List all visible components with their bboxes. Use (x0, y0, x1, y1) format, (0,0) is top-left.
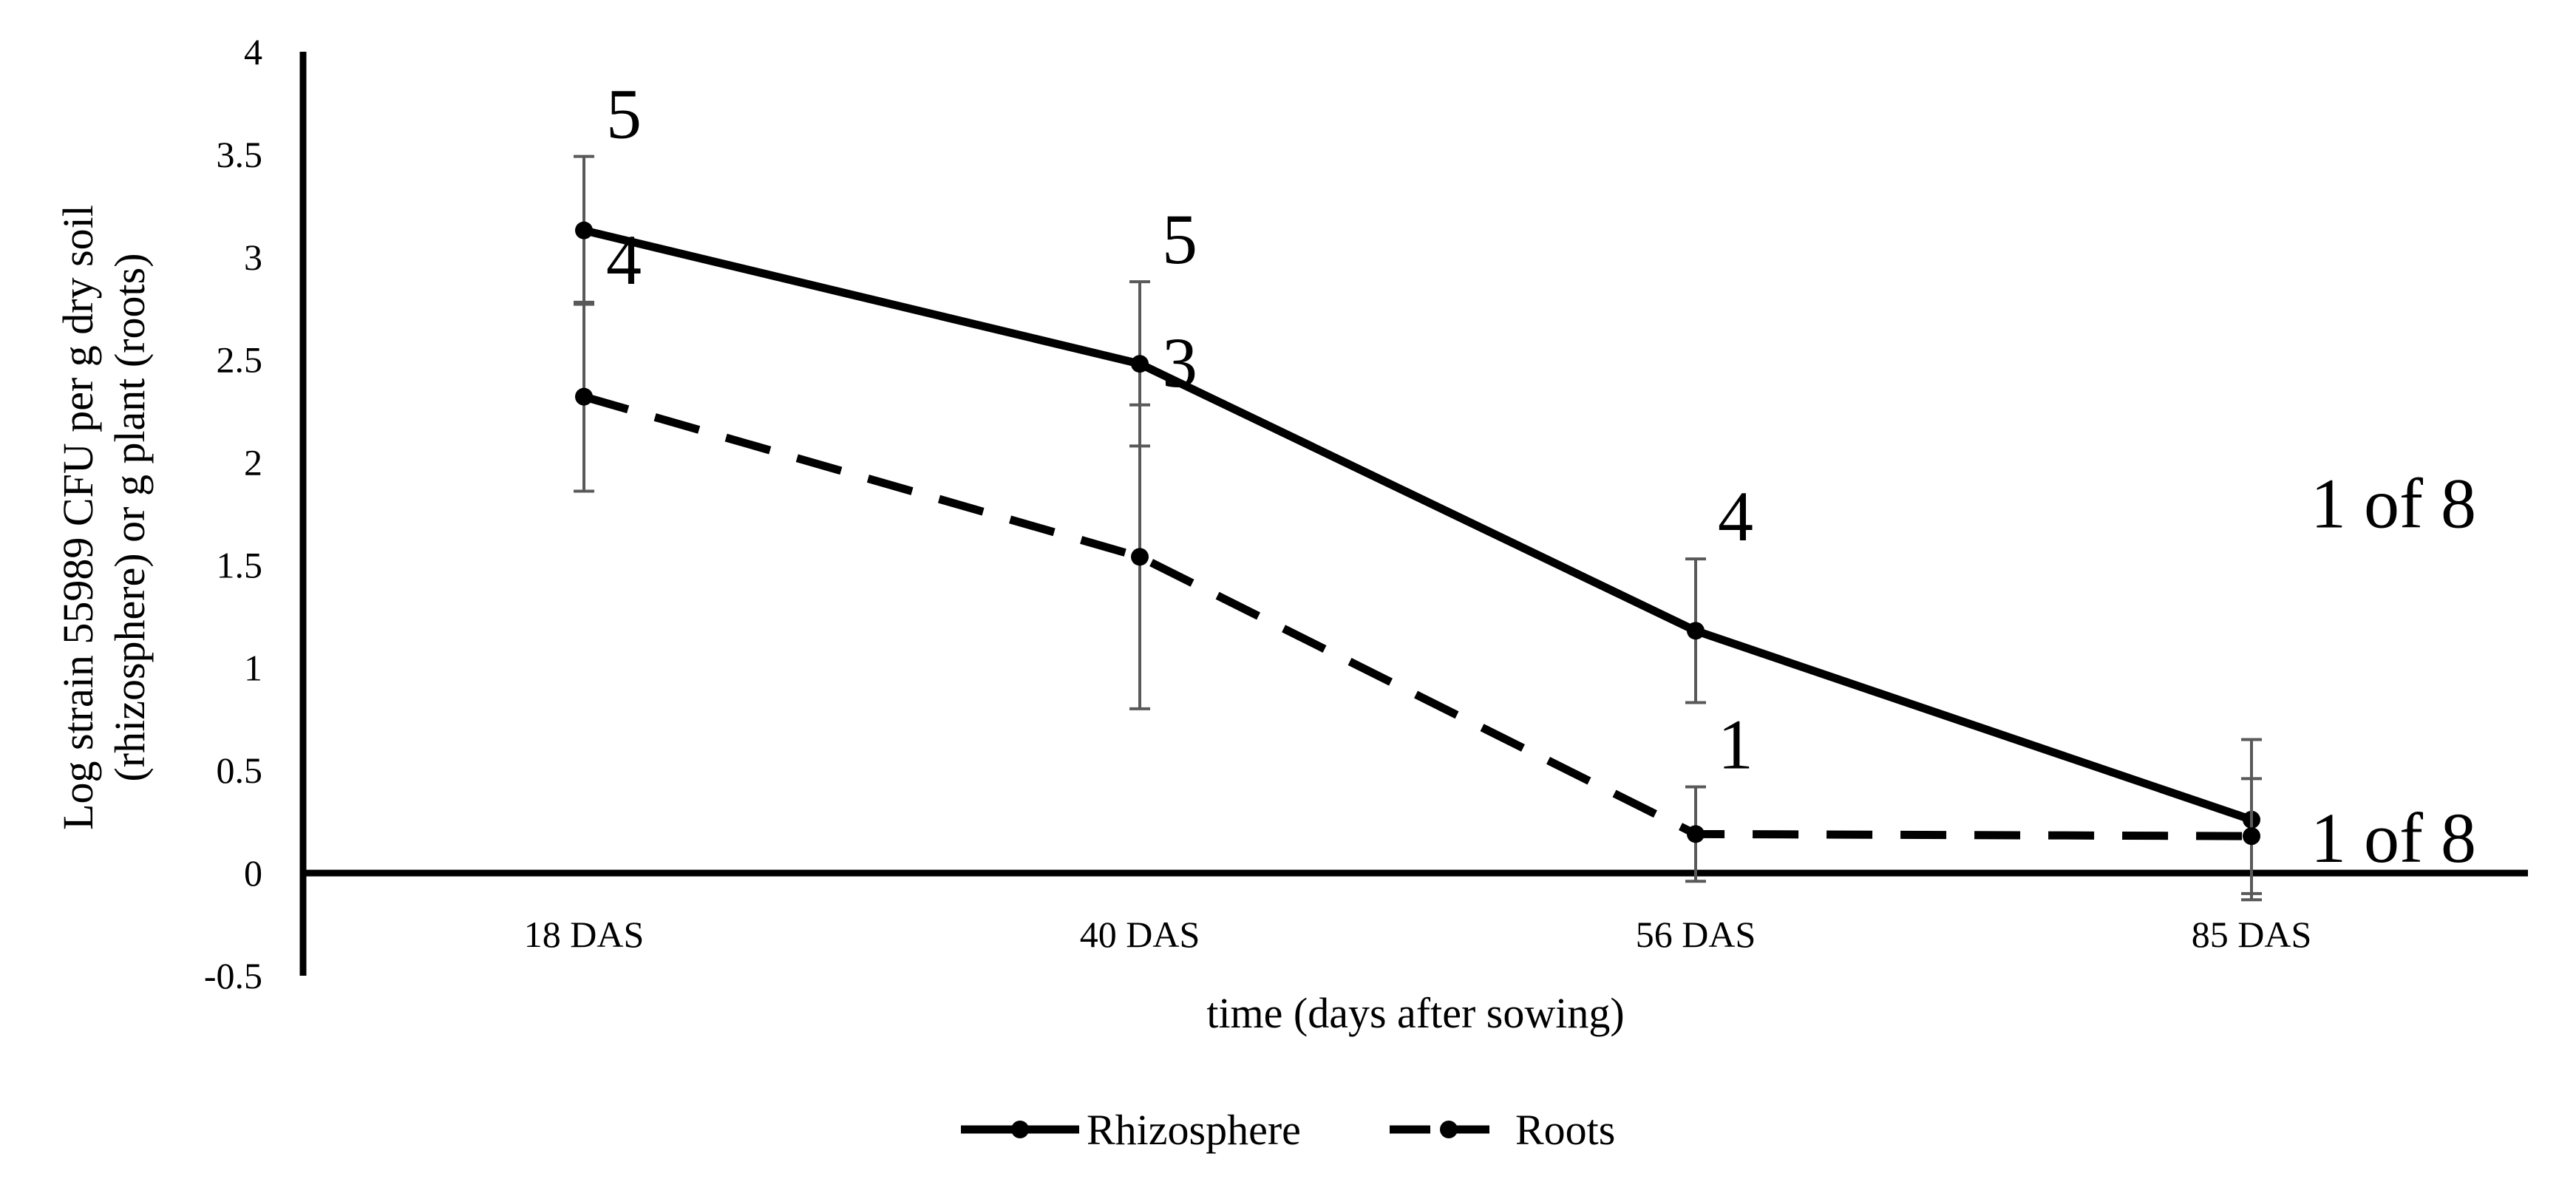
plot-series: 5 5 4 1 of 8 4 3 1 1 of 8 (574, 75, 2476, 902)
data-point (1687, 622, 1705, 640)
legend-label: Roots (1515, 1106, 1615, 1154)
y-tick-labels: -0.5 0 0.5 1 1.5 2 2.5 3 3.5 4 (204, 31, 262, 996)
data-label: 3 (1162, 323, 1197, 402)
legend-marker (1440, 1121, 1458, 1138)
data-label: 4 (1718, 477, 1753, 556)
series-roots: 4 3 1 1 of 8 (574, 220, 2476, 895)
legend-label: Rhizosphere (1087, 1106, 1301, 1154)
y-tick-label: 0 (244, 852, 262, 894)
data-point (1131, 355, 1149, 373)
x-tick-label: 85 DAS (2192, 914, 2312, 955)
x-tick-label: 18 DAS (524, 914, 645, 955)
y-tick-label: 2.5 (217, 339, 263, 381)
y-tick-label: 2 (244, 442, 262, 483)
x-tick-labels: 18 DAS 40 DAS 56 DAS 85 DAS (524, 914, 2312, 955)
y-tick-label: 3.5 (217, 134, 263, 175)
data-label: 5 (1162, 200, 1197, 279)
series-line (582, 393, 2252, 840)
data-point (1131, 548, 1149, 566)
y-tick-label: 0.5 (217, 750, 263, 791)
x-tick-label: 56 DAS (1636, 914, 1756, 955)
data-label: 5 (606, 75, 642, 154)
data-point (575, 221, 593, 239)
x-axis: 18 DAS 40 DAS 56 DAS 85 DAS (303, 869, 2528, 955)
data-label: 1 of 8 (2311, 798, 2476, 877)
legend-marker (1011, 1121, 1029, 1138)
y-axis-title-line-1: Log strain 55989 CFU per g dry soil (54, 205, 102, 830)
legend-item-rhizosphere: Rhizosphere (961, 1106, 1301, 1154)
y-axis: -0.5 0 0.5 1 1.5 2 2.5 3 3.5 4 (204, 31, 307, 996)
legend-item-roots: Roots (1390, 1106, 1615, 1154)
y-tick-label: 3 (244, 237, 262, 278)
legend: Rhizosphere Roots (961, 1106, 1615, 1154)
y-axis-title: Log strain 55989 CFU per g dry soil (rhi… (54, 205, 154, 830)
y-tick-label: 1 (244, 647, 262, 688)
y-tick-label: 1.5 (217, 544, 263, 585)
data-label: 4 (606, 220, 642, 299)
y-tick-label: 4 (244, 31, 262, 72)
series-rhizosphere: 5 5 4 1 of 8 (574, 75, 2476, 902)
data-point (2243, 827, 2260, 846)
y-tick-label: -0.5 (204, 955, 262, 996)
series-line (582, 226, 2253, 824)
x-tick-label: 40 DAS (1080, 914, 1200, 955)
data-label: 1 (1718, 704, 1753, 784)
data-point (1687, 825, 1705, 843)
x-axis-title: time (days after sowing) (1206, 989, 1624, 1037)
data-label: 1 of 8 (2311, 463, 2476, 543)
y-axis-title-line-2: (rhizosphere) or g plant (roots) (106, 253, 154, 781)
data-point (575, 387, 593, 406)
